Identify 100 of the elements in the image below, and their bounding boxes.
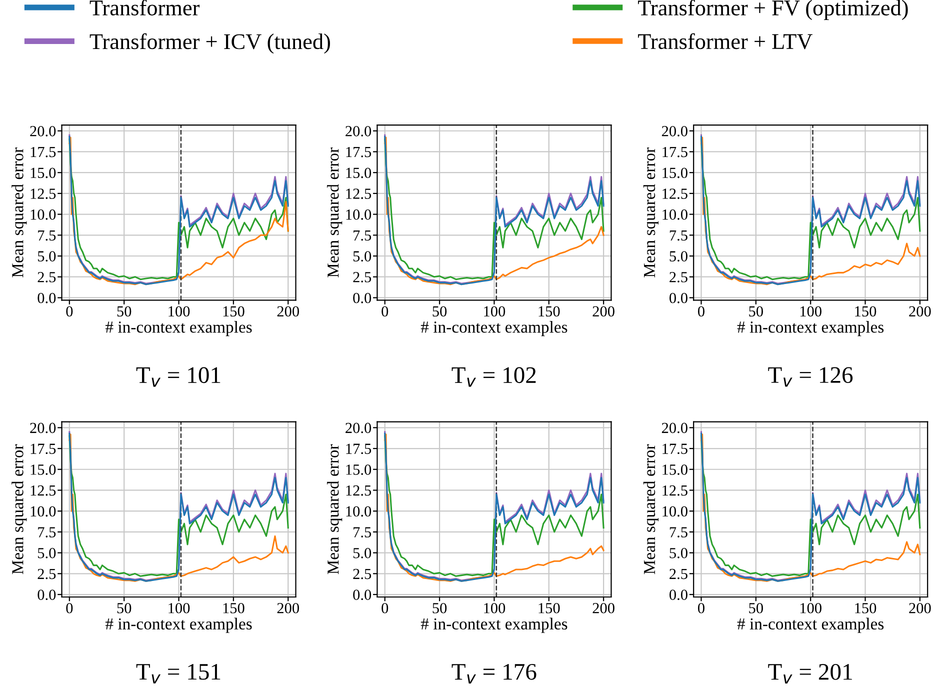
x-tick-label: 50 xyxy=(432,603,447,614)
y-tick-label: 12.5 xyxy=(346,485,372,496)
y-axis-title: Mean squared error xyxy=(643,444,659,574)
x-tick-label: 100 xyxy=(168,603,190,614)
x-tick-label: 0 xyxy=(66,603,73,614)
y-tick-label: 17.5 xyxy=(30,444,56,454)
y-tick-label: 17.5 xyxy=(346,444,372,454)
x-axis-title: # in-context examples xyxy=(420,618,568,633)
x-tick-label: 150 xyxy=(538,603,560,614)
x-tick-label: 200 xyxy=(592,603,614,614)
y-tick-label: 5.0 xyxy=(670,548,688,558)
legend-label: Transformer + FV (optimized) xyxy=(638,0,908,20)
y-tick-label: 15.0 xyxy=(30,464,56,475)
y-tick-label: 17.5 xyxy=(30,146,56,158)
text: T$_{v}$ = 102 xyxy=(452,367,536,387)
x-tick-label: 150 xyxy=(223,306,244,317)
x-tick-label: 150 xyxy=(223,603,244,614)
x-tick-label: 150 xyxy=(538,306,560,317)
x-tick-label: 0 xyxy=(698,306,704,317)
y-tick-label: 5.0 xyxy=(38,251,56,262)
y-tick-label: 10.0 xyxy=(346,506,372,517)
x-tick-label: 0 xyxy=(698,603,704,614)
y-tick-label: 15.0 xyxy=(346,464,372,475)
x-tick-label: 50 xyxy=(749,603,763,614)
x-tick-label: 100 xyxy=(168,306,190,317)
text: T$_{v}$ = 101 xyxy=(136,367,220,387)
y-axis-title: Mean squared error xyxy=(12,444,27,574)
y-tick-label: 10.0 xyxy=(30,506,56,517)
y-tick-label: 5.0 xyxy=(670,251,688,262)
y-tick-label: 15.0 xyxy=(662,168,688,178)
x-tick-label: 50 xyxy=(432,306,447,317)
y-tick-label: 12.5 xyxy=(30,485,56,496)
y-tick-label: 7.5 xyxy=(670,527,688,538)
y-tick-label: 10.0 xyxy=(30,209,56,220)
y-tick-label: 2.5 xyxy=(38,272,56,282)
x-tick-label: 100 xyxy=(800,306,822,317)
text: T$_{v}$ = 201 xyxy=(768,664,852,684)
x-tick-label: 0 xyxy=(382,603,388,614)
x-tick-label: 200 xyxy=(277,603,299,614)
x-tick-label: 100 xyxy=(800,603,822,614)
y-tick-label: 0.0 xyxy=(38,590,56,600)
y-axis-title: Mean squared error xyxy=(327,148,342,278)
x-axis-title: # in-context examples xyxy=(420,321,568,336)
y-tick-label: 15.0 xyxy=(30,168,56,178)
y-tick-label: 7.5 xyxy=(38,527,56,538)
y-tick-label: 20.0 xyxy=(30,422,56,434)
y-tick-label: 7.5 xyxy=(354,527,372,538)
y-tick-label: 2.5 xyxy=(38,568,56,580)
y-tick-label: 5.0 xyxy=(353,251,372,262)
y-tick-label: 7.5 xyxy=(38,230,56,241)
x-tick-label: 100 xyxy=(484,603,506,614)
y-tick-label: 0.0 xyxy=(353,292,372,304)
text: T$_{v}$ = 151 xyxy=(136,664,220,684)
x-tick-label: 150 xyxy=(855,603,876,614)
y-tick-label: 20.0 xyxy=(30,126,56,136)
y-tick-label: 0.0 xyxy=(670,292,688,304)
y-tick-label: 20.0 xyxy=(346,422,372,434)
y-tick-label: 2.5 xyxy=(670,272,688,282)
y-tick-label: 10.0 xyxy=(662,209,688,220)
x-tick-label: 200 xyxy=(277,306,299,317)
legend-label: Transformer + ICV (tuned) xyxy=(90,33,330,54)
y-tick-label: 15.0 xyxy=(662,464,688,475)
x-tick-label: 100 xyxy=(484,306,506,317)
x-tick-label: 150 xyxy=(855,306,876,317)
x-tick-label: 0 xyxy=(66,306,73,317)
x-axis-title: # in-context examples xyxy=(737,321,884,336)
y-tick-label: 12.5 xyxy=(662,188,688,199)
y-tick-label: 5.0 xyxy=(353,548,372,558)
y-tick-label: 17.5 xyxy=(662,444,688,454)
x-tick-label: 200 xyxy=(909,603,931,614)
y-axis-title: Mean squared error xyxy=(327,444,342,574)
y-tick-label: 0.0 xyxy=(670,590,688,600)
x-tick-label: 50 xyxy=(117,603,132,614)
legend-label: Transformer + LTV xyxy=(638,33,812,50)
text: T$_{v}$ = 126 xyxy=(768,367,853,387)
legend-label: Transformer xyxy=(90,0,200,16)
y-axis-title: Mean squared error xyxy=(12,148,27,278)
y-tick-label: 2.5 xyxy=(353,272,372,282)
x-tick-label: 0 xyxy=(382,306,388,317)
y-tick-label: 12.5 xyxy=(30,188,56,199)
y-tick-label: 2.5 xyxy=(670,568,688,580)
y-tick-label: 20.0 xyxy=(662,126,688,136)
y-tick-label: 10.0 xyxy=(346,209,372,220)
x-axis-title: # in-context examples xyxy=(105,321,252,336)
y-tick-label: 20.0 xyxy=(346,126,372,136)
y-tick-label: 5.0 xyxy=(38,548,56,558)
x-tick-label: 50 xyxy=(117,306,132,317)
y-tick-label: 7.5 xyxy=(670,230,688,241)
y-tick-label: 12.5 xyxy=(346,188,372,199)
y-tick-label: 2.5 xyxy=(353,568,372,580)
y-tick-label: 17.5 xyxy=(346,146,372,158)
text: T$_{v}$ = 176 xyxy=(452,664,536,684)
x-axis-title: # in-context examples xyxy=(737,618,884,633)
y-tick-label: 0.0 xyxy=(353,590,372,600)
y-tick-label: 12.5 xyxy=(662,485,688,496)
x-tick-label: 50 xyxy=(749,306,763,317)
y-tick-label: 10.0 xyxy=(662,506,688,517)
y-axis-title: Mean squared error xyxy=(643,148,659,278)
y-tick-label: 15.0 xyxy=(346,168,372,178)
x-tick-label: 200 xyxy=(909,306,931,317)
